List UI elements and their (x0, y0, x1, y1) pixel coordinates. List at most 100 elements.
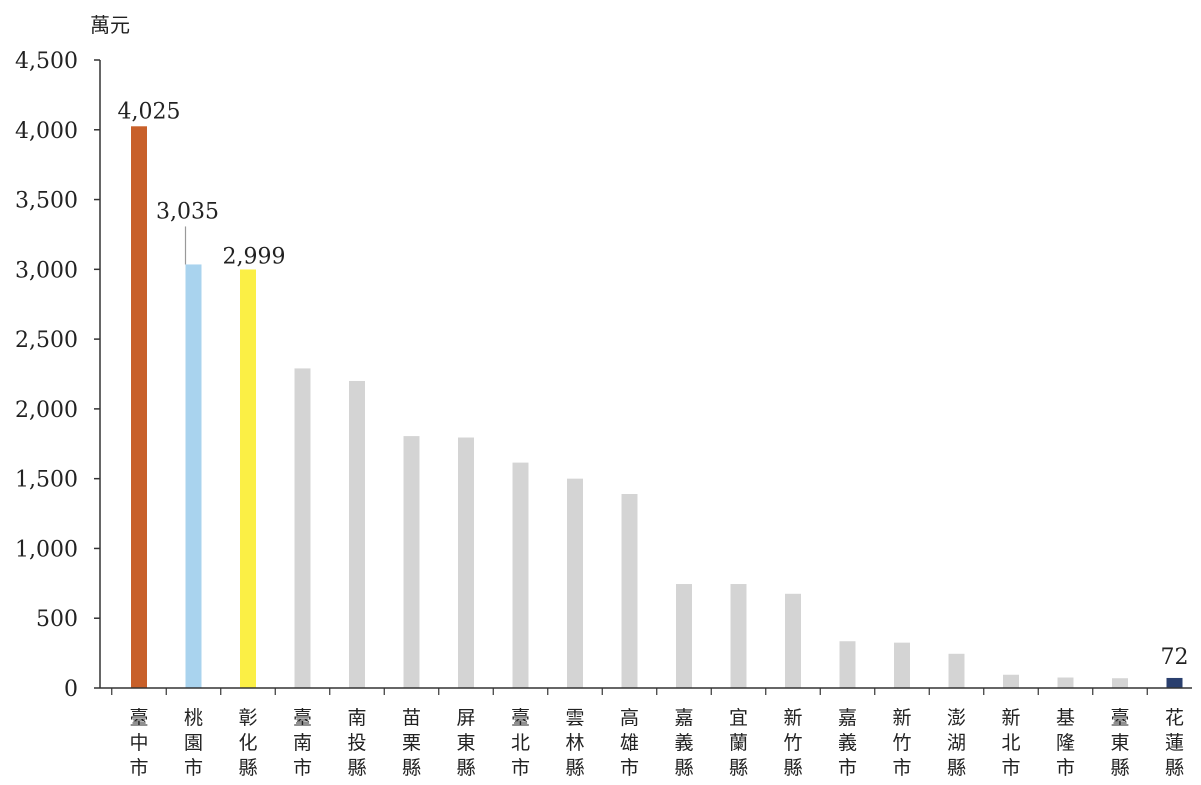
x-category-char: 新 (783, 707, 802, 729)
bar-17 (1003, 674, 1019, 688)
x-category-label: 嘉義縣 (674, 707, 693, 779)
x-category-label: 新竹縣 (783, 707, 802, 779)
x-category-char: 高 (620, 707, 639, 729)
x-category-char: 嘉 (674, 707, 693, 729)
x-category-char: 縣 (347, 757, 366, 779)
x-category-label: 嘉義市 (838, 707, 857, 779)
data-label-1: 4,025 (118, 99, 181, 124)
y-tick-label: 4,000 (15, 119, 78, 144)
x-category-char: 蘭 (729, 732, 748, 754)
x-category-char: 臺 (293, 707, 312, 729)
x-category-char: 臺 (511, 707, 530, 729)
bar-20 (1166, 677, 1183, 688)
data-label-20: 72 (1161, 645, 1189, 670)
x-category-label: 澎湖縣 (947, 707, 966, 779)
x-category-char: 竹 (783, 732, 802, 754)
x-category-char: 中 (129, 732, 148, 754)
x-category-char: 市 (620, 757, 639, 779)
x-category-char: 屏 (456, 707, 475, 729)
x-category-label: 臺中市 (129, 707, 148, 779)
x-category-label: 花蓮縣 (1165, 707, 1184, 779)
x-category-char: 東 (456, 732, 475, 754)
x-category-char: 北 (1001, 732, 1020, 754)
y-tick-label: 2,500 (15, 328, 78, 353)
y-tick-label: 1,500 (15, 468, 78, 493)
y-axis: 0 500 1,000 1,500 2,000 2,500 3,000 3,500 4,000 4… (15, 49, 101, 702)
x-category-char: 縣 (238, 757, 257, 779)
bars-group (131, 126, 1183, 689)
x-category-char: 桃 (184, 707, 203, 729)
x-category-char: 雄 (620, 732, 639, 754)
x-category-label: 苗栗縣 (402, 707, 421, 779)
y-tick-label: 500 (36, 607, 78, 632)
x-category-label: 屏東縣 (456, 707, 475, 779)
x-category-char: 臺 (1110, 707, 1129, 729)
x-category-char: 彰 (238, 707, 257, 729)
bar-6 (403, 436, 420, 688)
x-category-char: 縣 (783, 757, 802, 779)
bar-13 (785, 593, 801, 688)
y-tick-label: 1,000 (15, 537, 78, 562)
x-category-char: 隆 (1056, 732, 1075, 754)
x-category-char: 南 (293, 732, 312, 754)
data-label-2: 3,035 (156, 199, 219, 224)
bar-3 (240, 269, 256, 688)
x-category-label: 高雄市 (620, 707, 639, 779)
x-category-char: 縣 (1110, 757, 1129, 779)
x-category-char: 縣 (947, 757, 966, 779)
x-category-char: 縣 (456, 757, 475, 779)
x-category-char: 市 (293, 757, 312, 779)
x-category-char: 林 (565, 732, 584, 754)
x-category-char: 市 (129, 757, 148, 779)
x-category-label: 臺南市 (293, 707, 312, 779)
x-category-char: 新 (892, 707, 911, 729)
bar-2 (185, 264, 202, 688)
x-category-char: 市 (838, 757, 857, 779)
x-category-char: 市 (511, 757, 530, 779)
x-category-label: 臺北市 (511, 707, 530, 779)
y-tick-label: 3,000 (15, 258, 78, 283)
x-category-label: 宜蘭縣 (729, 707, 748, 779)
data-label-3: 2,999 (223, 244, 286, 269)
x-axis: 臺中市桃園市彰化縣臺南市南投縣苗栗縣屏東縣臺北市雲林縣高雄市嘉義縣宜蘭縣新竹縣嘉… (100, 687, 1192, 779)
x-category-char: 北 (511, 732, 530, 754)
x-category-char: 市 (1001, 757, 1020, 779)
x-category-char: 宜 (729, 707, 748, 729)
x-category-char: 化 (238, 732, 257, 754)
bar-4 (294, 368, 311, 688)
bar-10 (621, 494, 638, 688)
x-category-char: 湖 (947, 732, 966, 754)
bar-1 (131, 126, 147, 689)
x-category-char: 縣 (402, 757, 421, 779)
bar-8 (512, 462, 529, 688)
x-category-char: 花 (1165, 707, 1184, 729)
x-category-label: 桃園市 (184, 707, 203, 779)
x-category-char: 東 (1110, 732, 1129, 754)
bar-9 (567, 478, 583, 688)
bar-12 (730, 584, 747, 688)
x-category-char: 縣 (1165, 757, 1184, 779)
x-category-char: 義 (838, 732, 857, 754)
x-category-char: 市 (1056, 757, 1075, 779)
x-category-label: 彰化縣 (238, 707, 257, 779)
x-category-label: 南投縣 (347, 707, 366, 779)
y-tick-label: 3,500 (15, 189, 78, 214)
x-category-char: 縣 (565, 757, 584, 779)
x-category-char: 縣 (674, 757, 693, 779)
x-category-char: 蓮 (1165, 732, 1184, 754)
bar-15 (894, 642, 910, 688)
x-category-char: 基 (1056, 707, 1075, 729)
bar-14 (839, 641, 856, 688)
x-category-char: 臺 (129, 707, 148, 729)
bar-5 (349, 380, 365, 688)
x-category-char: 市 (892, 757, 911, 779)
x-category-char: 義 (674, 732, 693, 754)
x-category-char: 竹 (892, 732, 911, 754)
y-unit-label: 萬元 (90, 13, 130, 37)
x-category-label: 新竹市 (892, 707, 911, 779)
x-category-char: 澎 (947, 707, 966, 729)
y-tick-label: 0 (64, 677, 78, 702)
x-category-label: 臺東縣 (1110, 707, 1129, 779)
